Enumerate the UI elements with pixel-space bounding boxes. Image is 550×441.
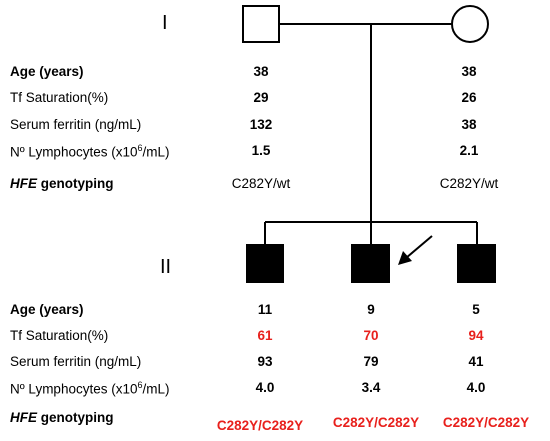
child-1-tf: 61 [257,328,273,343]
generation-label-ii: II [160,256,172,278]
mother-tf: 26 [461,90,477,105]
label-ferritin-gen1: Serum ferritin (ng/mL) [10,117,142,132]
label-tf-gen1: Tf Saturation(%) [10,90,109,105]
child-2-ferritin: 79 [363,354,379,369]
label-age-gen2: Age (years) [10,302,84,317]
child-2-symbol [351,244,390,283]
father-symbol [242,5,280,43]
child-3-lymph: 4.0 [466,380,486,395]
child-3-age: 5 [472,302,480,317]
child-3-tf: 94 [468,328,484,343]
proband-arrow-icon [398,235,433,265]
child-3-genotype: C282Y/C282Y [442,415,530,430]
child-2-tf: 70 [363,328,379,343]
father-tf: 29 [253,90,269,105]
child-1-genotype: C282Y/C282Y [216,418,304,433]
child-1-ferritin: 93 [257,354,273,369]
child-3-ferritin: 41 [468,354,484,369]
label-age-gen1: Age (years) [10,64,84,79]
child-3-symbol [457,244,496,283]
child-1-age: 11 [257,302,273,317]
father-ferritin: 132 [249,117,273,132]
mother-ferritin: 38 [461,117,477,132]
child-1-symbol [246,244,284,283]
mother-age: 38 [461,64,477,79]
child-2-age: 9 [367,302,375,317]
mother-symbol [451,5,489,43]
label-hfe-gen1: HFE genotyping [10,176,114,191]
father-age: 38 [253,64,269,79]
label-lymph-gen2: Nº Lymphocytes (x106/mL) [10,380,170,397]
child-1-lymph: 4.0 [255,380,275,395]
label-lymph-gen1: Nº Lymphocytes (x106/mL) [10,143,170,160]
generation-label-i: I [162,12,168,34]
mother-genotype: C282Y/wt [439,176,499,191]
child-2-lymph: 3.4 [361,380,381,395]
mother-lymph: 2.1 [459,143,479,158]
label-hfe-gen2: HFE genotyping [10,410,114,425]
father-genotype: C282Y/wt [231,176,291,191]
label-ferritin-gen2: Serum ferritin (ng/mL) [10,354,142,369]
child-2-genotype: C282Y/C282Y [332,415,420,430]
label-tf-gen2: Tf Saturation(%) [10,328,109,343]
father-lymph: 1.5 [251,143,271,158]
